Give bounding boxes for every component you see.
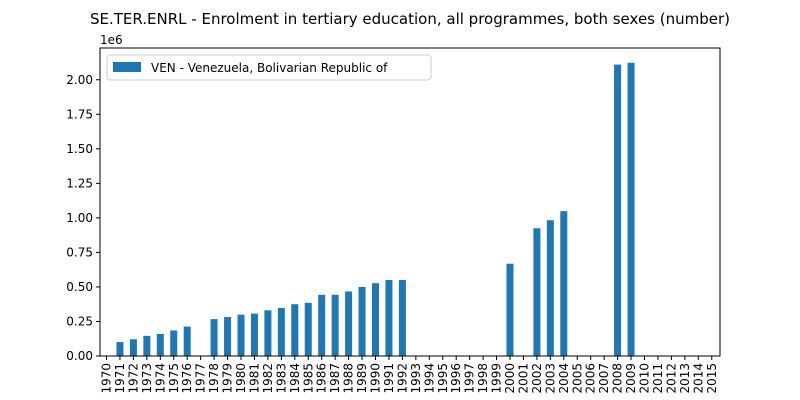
bar-1987 [331, 294, 339, 356]
x-tick-label: 2007 [597, 363, 611, 394]
y-tick-label: 1.25 [66, 176, 93, 190]
x-tick-label: 1975 [167, 363, 181, 394]
bar-1972 [129, 339, 137, 356]
y-tick-label: 0.00 [66, 349, 93, 363]
bar-1980 [237, 314, 245, 356]
bar-1990 [372, 283, 379, 356]
bar-1979 [224, 317, 232, 356]
x-tick-label: 1998 [476, 363, 490, 394]
bar-2002 [533, 228, 541, 356]
x-tick-label: 2005 [570, 363, 584, 394]
x-tick-label: 1980 [234, 363, 248, 394]
y-tick-label: 0.75 [66, 245, 93, 259]
bar-1975 [170, 330, 178, 356]
bar-1986 [318, 294, 326, 356]
x-tick-label: 2004 [557, 363, 571, 394]
y-tick-label: 2.00 [66, 73, 93, 87]
x-tick-label: 2013 [678, 363, 692, 394]
y-tick-label: 1.50 [66, 142, 93, 156]
bar-1983 [277, 307, 285, 356]
x-tick-label: 1973 [140, 363, 154, 394]
x-tick-label: 1997 [463, 363, 477, 394]
bar-1988 [345, 291, 353, 356]
x-tick-label: 1989 [355, 363, 369, 394]
x-tick-label: 1970 [100, 363, 114, 394]
x-tick-label: 1981 [247, 363, 261, 394]
x-tick-label: 1999 [490, 363, 504, 394]
x-tick-label: 2006 [584, 363, 598, 394]
x-tick-label: 2008 [611, 363, 625, 394]
bar-1992 [398, 280, 406, 356]
bar-2009 [627, 62, 635, 357]
legend-swatch [113, 62, 141, 72]
plot-frame [99, 47, 721, 357]
y-tick-label: 0.25 [66, 314, 93, 328]
bar-1976 [183, 326, 191, 356]
bar-1985 [304, 302, 312, 356]
x-tick-label: 1988 [342, 363, 356, 394]
x-tick-label: 1977 [194, 363, 208, 394]
x-tick-label: 2009 [624, 363, 638, 394]
bar-1982 [264, 310, 272, 356]
x-tick-label: 2003 [543, 363, 557, 394]
x-tick-label: 2014 [691, 363, 705, 394]
x-tick-label: 1995 [436, 363, 450, 394]
x-tick-label: 1994 [422, 363, 436, 394]
x-tick-label: 1996 [449, 363, 463, 394]
x-tick-label: 1993 [409, 363, 423, 394]
y-tick-label: 1.75 [66, 107, 93, 121]
x-tick-label: 1971 [113, 363, 127, 394]
x-tick-label: 1983 [274, 363, 288, 394]
bar-2003 [546, 220, 554, 356]
x-tick-label: 1987 [328, 363, 342, 394]
legend-box [106, 54, 432, 81]
x-tick-label: 2010 [638, 363, 652, 394]
x-tick-label: 2012 [664, 363, 678, 394]
x-tick-label: 1984 [288, 363, 302, 394]
bar-1991 [385, 280, 393, 356]
bars [116, 62, 635, 357]
x-tick-label: 1972 [126, 363, 140, 394]
x-tick-label: 1985 [301, 363, 315, 394]
y-axis-ticks: 0.00 0.25 0.50 0.75 1.00 1.25 1.50 1.75 2.00 [66, 73, 100, 363]
x-tick-label: 2011 [651, 363, 665, 394]
chart-title: SE.TER.ENRL - Enrolment in tertiary educ… [90, 10, 730, 28]
bar-1984 [291, 304, 299, 356]
x-tick-label: 2015 [705, 363, 719, 394]
x-tick-label: 1986 [315, 363, 329, 394]
legend: VEN - Venezuela, Bolivarian Republic of [106, 54, 432, 81]
x-tick-label: 1979 [221, 363, 235, 394]
x-axis-ticks: 1970 1971 1972 1973 1974 1975 1976 1977 1978 1979… [100, 356, 719, 394]
x-tick-label: 1991 [382, 363, 396, 394]
x-tick-label: 2002 [530, 363, 544, 394]
x-tick-label: 1990 [369, 363, 383, 394]
x-tick-label: 1992 [395, 363, 409, 394]
y-tick-label: 1.00 [66, 211, 93, 225]
bar-2008 [614, 64, 622, 357]
y-tick-label: 0.50 [66, 280, 93, 294]
x-tick-label: 1974 [153, 363, 167, 394]
bar-1989 [358, 286, 366, 356]
bar-2004 [560, 211, 568, 356]
bar-2000 [506, 263, 514, 356]
bar-1978 [210, 319, 218, 356]
x-tick-label: 1976 [180, 363, 194, 394]
x-tick-label: 2001 [516, 363, 530, 394]
x-tick-label: 2000 [503, 363, 517, 394]
bar-1974 [156, 333, 164, 356]
x-tick-label: 1978 [207, 363, 221, 394]
bar-1971 [116, 342, 124, 356]
bar-1973 [143, 335, 151, 356]
bar-1981 [250, 313, 258, 356]
y-offset-label: 1e6 [100, 33, 123, 47]
x-tick-label: 1982 [261, 363, 275, 394]
legend-label: VEN - Venezuela, Bolivarian Republic of [151, 61, 388, 75]
